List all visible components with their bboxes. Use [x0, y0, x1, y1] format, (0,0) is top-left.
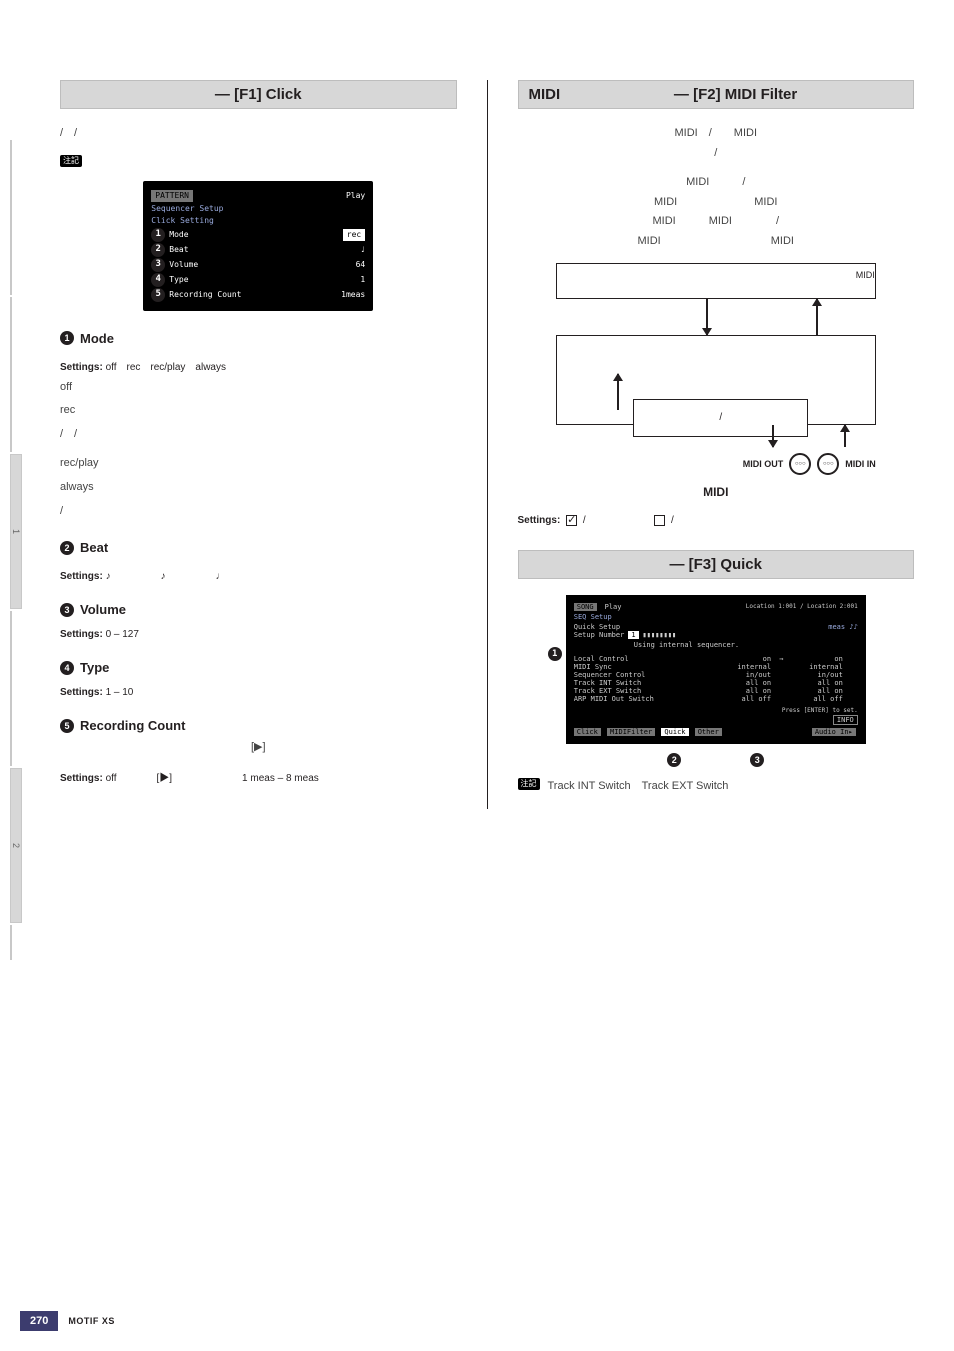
- callout-1: 1: [548, 647, 562, 661]
- callout-3: 3: [750, 753, 764, 767]
- mode-recplay: rec/play: [60, 455, 457, 473]
- f2-settings: Settings: / /: [518, 515, 915, 526]
- sidebar-tab-small: [10, 925, 12, 960]
- quick-screenshot: SONG Play Location 1:001 / Location 2:00…: [566, 595, 866, 744]
- param-mode-settings: Settings: off rec rec/play always: [60, 358, 457, 373]
- param-rc-desc: [▶]: [60, 739, 457, 757]
- f2-line2: MIDI /: [518, 174, 915, 192]
- sidebar-tab-guide-1: [10, 140, 12, 295]
- f2-prefix: MIDI: [529, 86, 561, 103]
- param-volume-settings: Settings: 0 – 127: [60, 629, 457, 640]
- midi-out-icon: ○○○: [789, 453, 811, 475]
- param-volume: 3 Volume: [60, 602, 457, 617]
- f3-title: — [F3] Quick: [529, 556, 904, 573]
- f2-line5: MIDI MIDI: [518, 233, 915, 251]
- diagram-caption: MIDI: [518, 485, 915, 499]
- diagram-box-inner: /: [633, 399, 808, 437]
- param-beat: 2 Beat: [60, 540, 457, 555]
- page-number: 270: [20, 1311, 58, 1331]
- mode-rec: rec: [60, 402, 457, 420]
- diagram-box-top: MIDI: [556, 263, 876, 299]
- midi-filter-diagram: MIDI / MIDI OUT ○○○: [556, 263, 876, 475]
- sidebar-tab-guide-2: [10, 297, 12, 452]
- footer-device: MOTIF XS: [68, 1316, 115, 1326]
- param-rc-settings: Settings: off [▶] 1 meas – 8 meas: [60, 769, 457, 784]
- checkbox-checked-icon: [566, 515, 577, 526]
- param-type: 4 Type: [60, 660, 457, 675]
- column-divider: [487, 80, 488, 809]
- midi-in-icon: ○○○: [817, 453, 839, 475]
- click-screenshot: PATTERNPlay Sequencer Setup Click Settin…: [143, 181, 373, 311]
- column-right: MIDI — [F2] MIDI Filter MIDI / MIDI / MI…: [518, 80, 915, 809]
- param-beat-settings: Settings: ♪ ♪ ♩: [60, 567, 457, 582]
- diagram-ports: MIDI OUT ○○○ ○○○ MIDI IN: [556, 453, 876, 475]
- note-icon-2: 注記: [518, 778, 540, 790]
- param-recording-count: 5 Recording Count: [60, 718, 457, 733]
- f2-line4: MIDI MIDI /: [518, 213, 915, 231]
- f2-title: — [F2] MIDI Filter: [568, 86, 903, 103]
- section-header-f2-midi-filter: MIDI — [F2] MIDI Filter: [518, 80, 915, 109]
- param-mode: 1 Mode: [60, 331, 457, 346]
- f2-line1b: /: [518, 145, 915, 163]
- f1-intro: / /: [60, 125, 457, 143]
- mode-always: always: [60, 479, 457, 497]
- note-icon: 注記: [60, 155, 82, 167]
- column-left: — [F1] Click / / 注記 PATTERNPlay Sequence…: [60, 80, 457, 809]
- sidebar-tab-num-2: 2: [10, 768, 22, 923]
- callout-2: 2: [667, 753, 681, 767]
- sidebar-tab-num-1: 1: [10, 454, 22, 609]
- f3-note: Track INT Switch Track EXT Switch: [548, 778, 729, 796]
- sidebar-tab-guide-3: [10, 611, 12, 766]
- f1-title: — [F1] Click: [71, 86, 446, 103]
- mode-off: off: [60, 379, 457, 397]
- mode-rec-d: / /: [60, 426, 457, 444]
- page-footer: 270 MOTIF XS: [20, 1311, 115, 1331]
- checkbox-unchecked-icon: [654, 515, 665, 526]
- mode-always-d: /: [60, 503, 457, 521]
- section-header-f1-click: — [F1] Click: [60, 80, 457, 109]
- diagram-box-bottom: /: [556, 335, 876, 425]
- f2-line1: MIDI / MIDI: [518, 125, 915, 143]
- f2-line3: MIDI MIDI: [518, 194, 915, 212]
- param-type-settings: Settings: 1 – 10: [60, 687, 457, 698]
- section-header-f3-quick: — [F3] Quick: [518, 550, 915, 579]
